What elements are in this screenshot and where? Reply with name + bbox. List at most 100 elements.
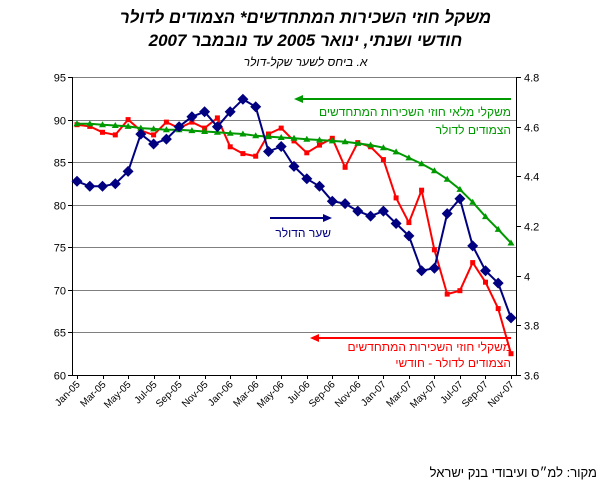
monthly-weight-arrow-icon xyxy=(310,334,511,342)
axes xyxy=(68,77,521,379)
stock-weight-marker xyxy=(316,136,323,143)
stock-weight-marker xyxy=(507,239,515,246)
monthly-weight-marker xyxy=(253,153,259,159)
monthly-weight-marker xyxy=(495,306,501,312)
stock-weight-marker xyxy=(379,144,387,151)
stock-weight-marker xyxy=(392,148,400,155)
stock-weight-marker xyxy=(239,130,247,137)
monthly-weight-marker xyxy=(317,142,322,148)
stock-weight-marker xyxy=(99,121,106,128)
dollar-rate-marker xyxy=(211,121,223,133)
stock-weight-marker xyxy=(456,185,464,192)
stock-weight-marker xyxy=(430,167,438,174)
stock-weight-marker xyxy=(162,126,170,133)
dollar-rate-arrow-icon xyxy=(270,214,332,222)
dollar-rate-marker xyxy=(403,230,415,242)
monthly-weight-marker xyxy=(419,187,425,193)
left-y-tick-label: 95 xyxy=(54,73,66,85)
dollar-rate-marker xyxy=(122,165,134,177)
x-tick-label: May-06 xyxy=(255,379,287,411)
stock-weight-annotation: משקלי מלאי חוזי השכירות המתחדשים הצמודים… xyxy=(319,103,511,139)
x-tick-label: Jan-05 xyxy=(53,379,83,409)
dollar-rate-marker xyxy=(454,193,466,205)
dollar-rate-marker xyxy=(301,173,313,185)
dollar-rate-marker xyxy=(352,205,364,217)
stock-weight-marker xyxy=(137,124,145,131)
x-tick-label: Jan-06 xyxy=(206,379,236,409)
dollar-rate-marker xyxy=(505,312,517,324)
dollar-rate-arrow-head xyxy=(323,214,332,222)
stock-weight-marker xyxy=(201,128,209,134)
monthly-weight-annotation: משקלי חוזי השכירות המתחדשים הצמודים לדול… xyxy=(347,339,511,371)
monthly-weight-marker xyxy=(227,144,233,150)
dollar-rate-marker xyxy=(326,195,338,207)
monthly-weight-marker xyxy=(151,132,157,138)
monthly-weight-marker xyxy=(470,260,476,266)
right-y-tick-label: 4.2 xyxy=(524,222,539,234)
dollar-rate-marker xyxy=(199,106,211,118)
monthly-weight-marker xyxy=(508,351,514,357)
monthly-weight-marker xyxy=(342,164,348,170)
dollar-rate-marker xyxy=(377,205,389,217)
monthly-weight-marker xyxy=(457,288,463,294)
dollar-rate-marker xyxy=(84,180,96,192)
x-tick-label: Nov-05 xyxy=(180,379,211,410)
monthly-weight-marker xyxy=(393,195,399,201)
dollar-rate-marker xyxy=(135,128,147,140)
monthly-weight-marker xyxy=(100,129,105,135)
chart-subtitle: א. ביחס לשער שקל-דולר xyxy=(243,55,368,69)
dollar-rate-marker xyxy=(275,141,287,152)
stock-weight-marker xyxy=(418,160,426,167)
stock-weight-marker xyxy=(124,122,132,129)
x-tick-label: Nov-07 xyxy=(486,379,517,410)
stock-weight-marker xyxy=(328,137,336,144)
monthly-weight-marker xyxy=(240,151,246,157)
x-tick-label: Sep-07 xyxy=(460,379,491,410)
left-y-tick-label: 80 xyxy=(54,201,66,213)
monthly-weight-marker xyxy=(112,132,118,138)
stock-weight-label-line-1: משקלי מלאי חוזי השכירות המתחדשים xyxy=(319,105,511,119)
x-tick-label: Sep-06 xyxy=(307,379,338,410)
monthly-weight-marker xyxy=(406,220,412,226)
monthly-weight-marker xyxy=(291,138,297,144)
chart-title-line-1: משקל חוזי השכירות המתחדשים* הצמודים לדול… xyxy=(119,8,492,27)
dollar-rate-marker xyxy=(492,277,504,289)
monthly-weight-marker xyxy=(444,291,450,297)
left-y-tick-label: 90 xyxy=(54,116,66,128)
stock-weight-marker xyxy=(494,225,502,232)
dollar-rate-annotation: שער הדולר xyxy=(275,225,331,241)
right-y-tick-label: 4.4 xyxy=(524,172,539,184)
stock-weight-marker xyxy=(188,127,196,134)
dollar-rate-marker xyxy=(365,210,377,222)
stock-weight-marker xyxy=(252,132,260,139)
x-tick-label: Jan-07 xyxy=(359,379,389,409)
stock-weight-marker xyxy=(226,129,234,136)
right-y-tick-label: 4.6 xyxy=(524,123,539,135)
x-tick-label: May-07 xyxy=(408,379,440,411)
dollar-rate-marker xyxy=(416,265,428,277)
monthly-weight-arrow-head xyxy=(310,334,319,342)
dollar-rate-marker xyxy=(263,146,274,157)
monthly-weight-marker xyxy=(163,119,169,125)
stock-weight-marker xyxy=(367,141,375,148)
stock-weight-series xyxy=(73,120,515,246)
right-y-tick-label: 3.6 xyxy=(524,371,539,383)
monthly-weight-marker xyxy=(304,150,310,156)
dollar-rate-marker xyxy=(224,106,236,118)
dollar-rate-marker xyxy=(441,208,453,220)
dollar-rate-marker xyxy=(428,262,440,274)
stock-weight-marker xyxy=(150,125,158,132)
stock-weight-marker xyxy=(482,213,489,220)
stock-weight-arrow-head xyxy=(294,95,303,103)
dollar-rate-marker xyxy=(71,175,83,187)
monthly-weight-marker xyxy=(483,279,488,285)
left-y-tick-label: 75 xyxy=(54,243,66,255)
stock-weight-marker xyxy=(265,133,272,140)
stock-weight-marker xyxy=(111,122,119,128)
dollar-rate-marker xyxy=(390,218,402,229)
right-y-tick-label: 4 xyxy=(524,272,530,284)
left-y-tick-label: 60 xyxy=(54,371,66,383)
monthly-weight-marker xyxy=(431,247,437,253)
